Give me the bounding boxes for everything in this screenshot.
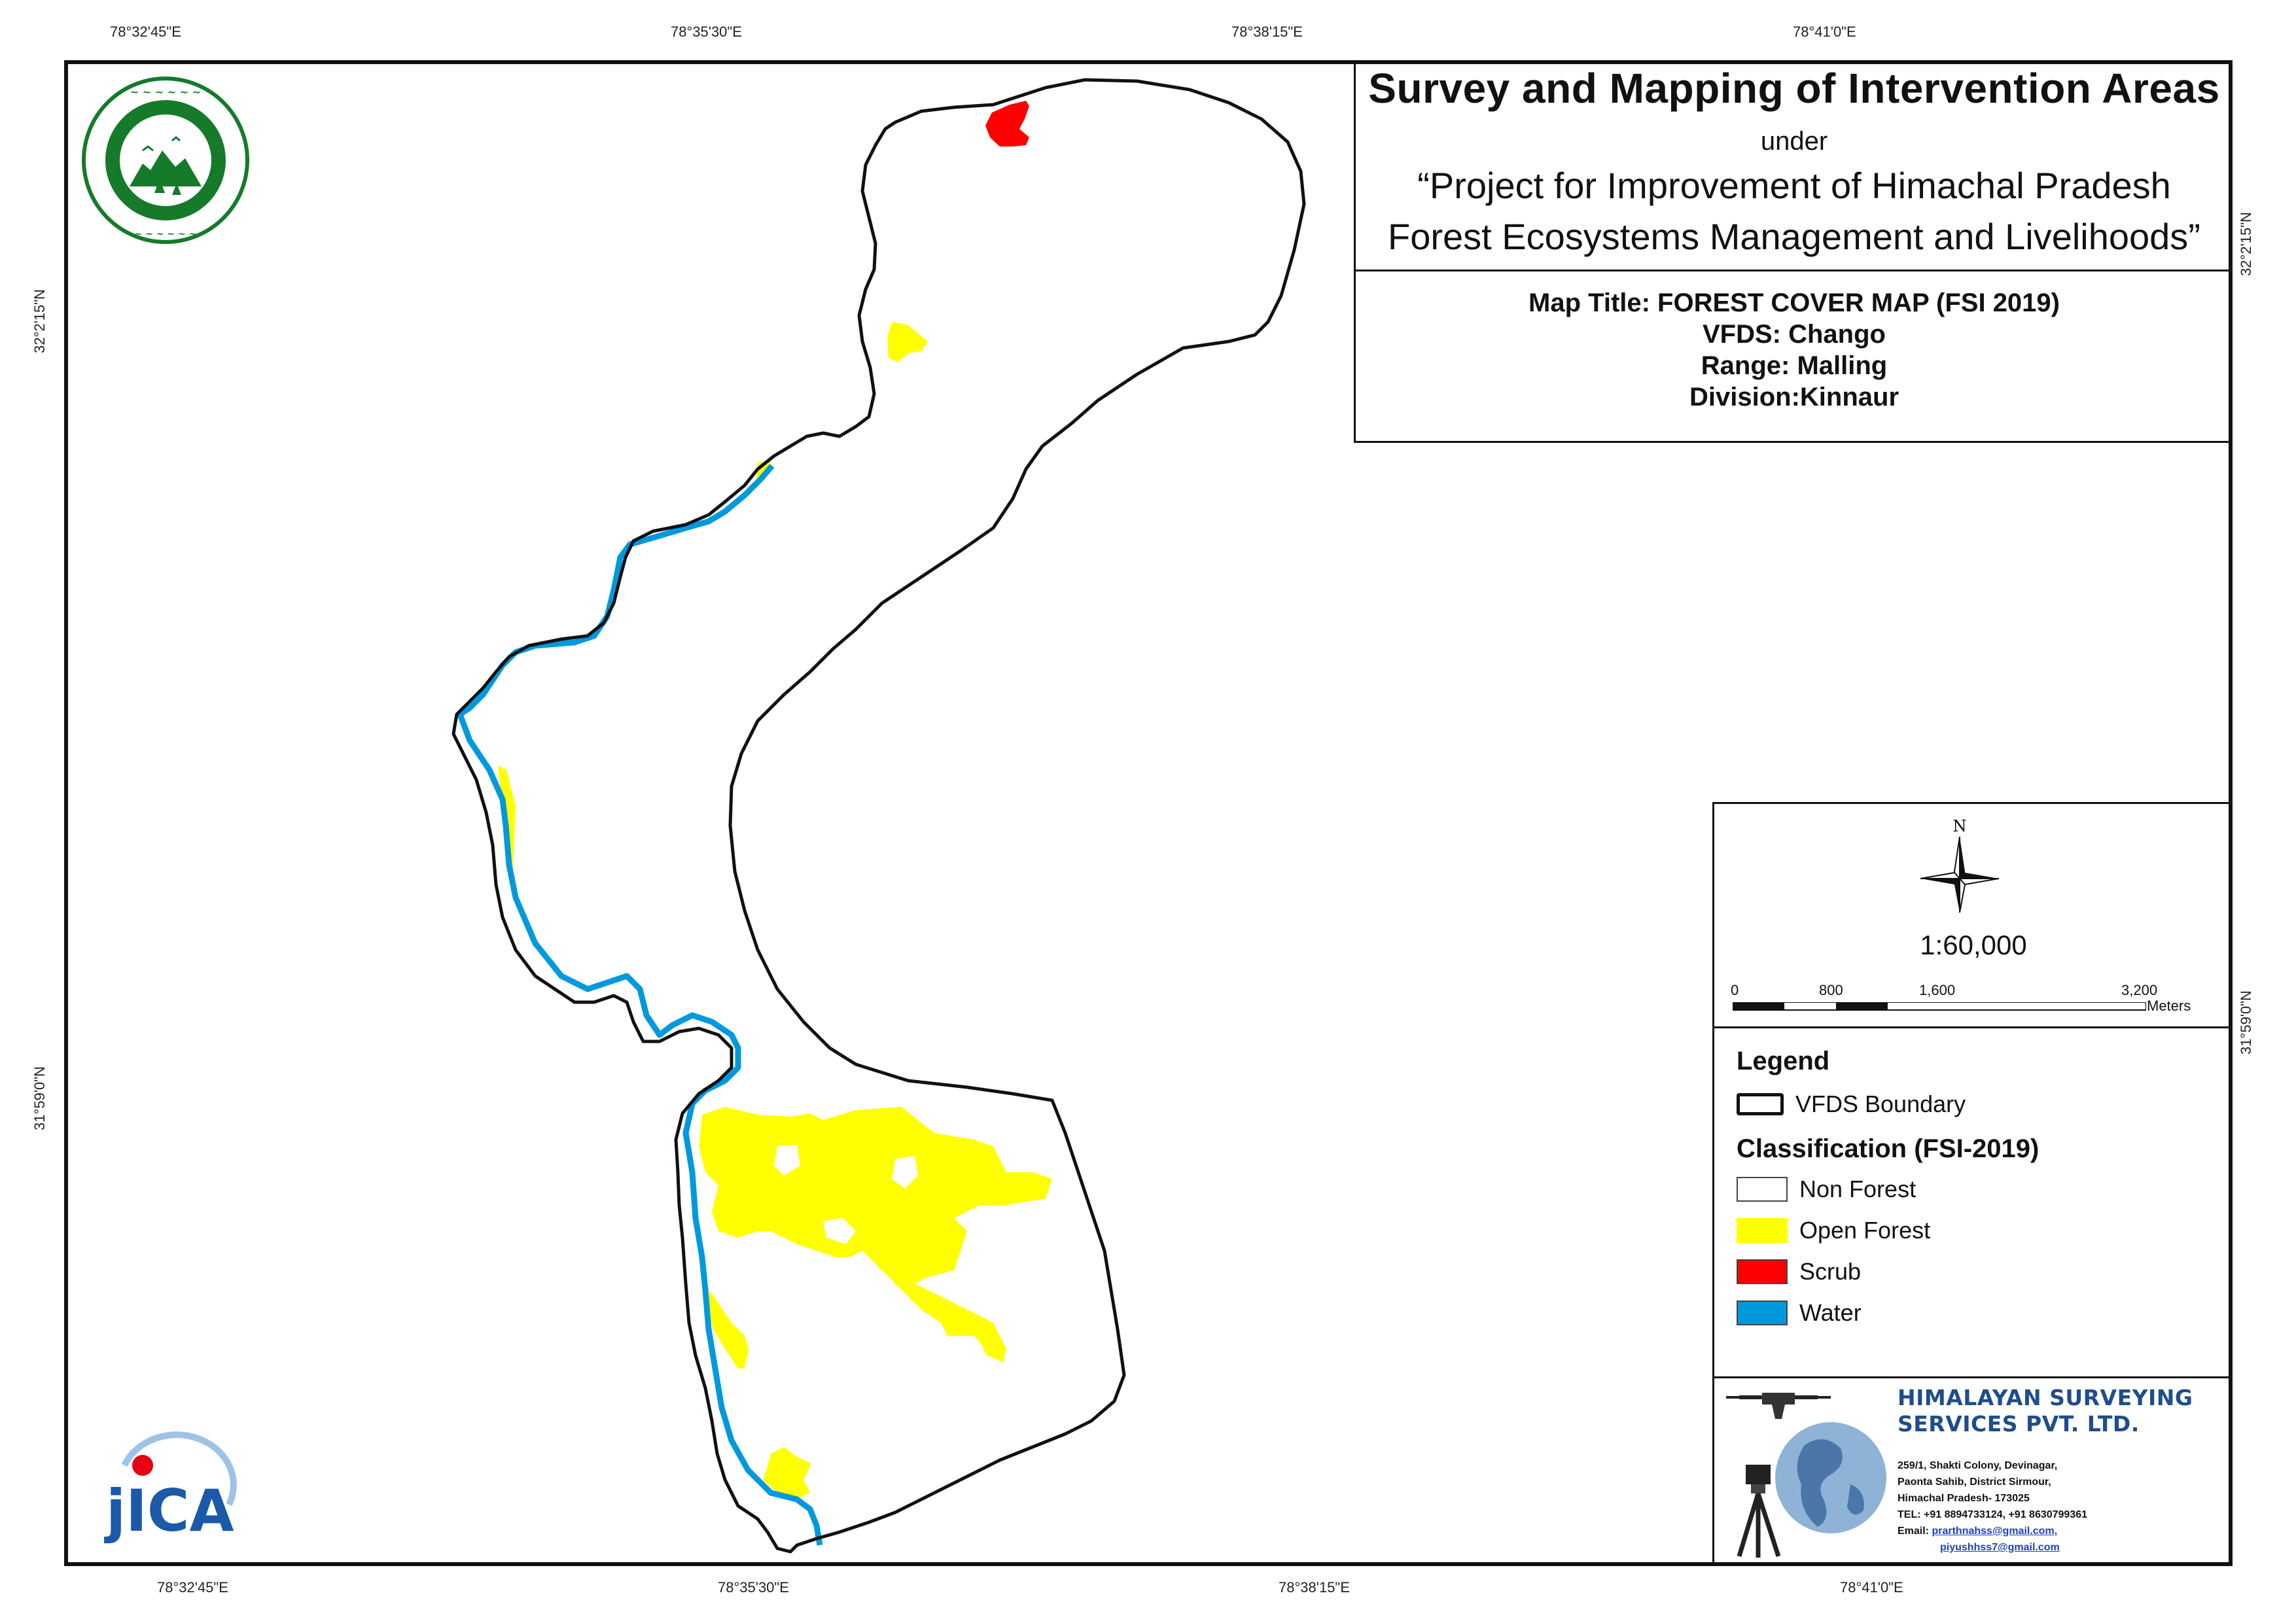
company-email-row: Email: prarthnahss@gmail.com, [1898, 1526, 2057, 1537]
classification-heading: Classification (FSI-2019) [1737, 1134, 2040, 1163]
grid-label-bottom-1: 78°32'45"E [157, 1579, 228, 1596]
scale-label-3200: 3,200 [2121, 982, 2158, 998]
scrub-swatch [1737, 1259, 1788, 1284]
company-address-1: 259/1, Shakti Colony, Devinagar, [1898, 1460, 2058, 1471]
legend-panel: N 1:60,000 0 800 1,600 3,200 Meters Lege… [1712, 802, 2233, 1566]
open-forest-patch-south-1 [708, 1290, 749, 1369]
company-name-line-2: SERVICES PVT. LTD. [1898, 1411, 2140, 1437]
company-address-2: Paonta Sahib, District Sirmour, [1898, 1476, 2051, 1488]
boundary-swatch [1737, 1093, 1784, 1115]
open-forest-patch-main [699, 1107, 1052, 1362]
open-forest-swatch [1737, 1218, 1788, 1243]
map-info-block: Map Title: FOREST COVER MAP (FSI 2019) V… [1354, 271, 2233, 443]
non-forest-clearings [774, 1145, 918, 1244]
open-forest-patch-south-2 [763, 1447, 811, 1499]
grid-label-right-2: 31°59'0"N [2237, 990, 2254, 1055]
grid-label-top-1: 78°32'45"E [110, 24, 181, 40]
north-label: N [1953, 817, 1967, 835]
main-title: Survey and Mapping of Intervention Areas [1368, 65, 2220, 112]
map-title: Map Title: FOREST COVER MAP (FSI 2019) [1528, 288, 2060, 317]
legend-item-boundary: VFDS Boundary [1737, 1091, 1966, 1117]
company-block: HIMALAYAN SURVEYING SERVICES PVT. LTD. 2… [1714, 1376, 2233, 1566]
email-link-1[interactable]: prarthnahss@gmail.com, [1932, 1526, 2058, 1537]
scale-bar [1733, 1002, 2146, 1011]
jica-logo: jICA [104, 1431, 237, 1544]
water-swatch [1737, 1300, 1788, 1325]
grid-label-top-3: 78°38'15"E [1231, 24, 1303, 40]
grid-label-right-1: 32°2'15"N [2237, 212, 2254, 276]
email-link-2[interactable]: piyushhss7@gmail.com [1940, 1542, 2060, 1553]
scale-ratio: 1:60,000 [1920, 930, 2027, 960]
company-address-3: Himachal Pradesh- 173025 [1898, 1493, 2030, 1504]
svg-text:jICA: jICA [104, 1477, 234, 1544]
scale-unit: Meters [2147, 998, 2191, 1014]
grid-label-left-1: 32°2'15"N [31, 289, 48, 353]
legend-item-scrub: Scrub [1737, 1258, 1862, 1285]
grid-label-left-2: 31°59'0"N [31, 1066, 48, 1130]
svg-text:~ ~ ~ ~ ~ ~: ~ ~ ~ ~ ~ ~ [130, 86, 201, 98]
company-telephone: TEL: +91 8894733124, +91 8630799361 [1898, 1509, 2088, 1520]
surveyor-logo-icon [1726, 1393, 1886, 1558]
vfds-name: VFDS: Chango [1703, 320, 1886, 349]
legend-item-non-forest: Non Forest [1737, 1176, 1916, 1202]
project-title-line-1: “Project for Improvement of Himachal Pra… [1417, 165, 2171, 206]
legend-label-boundary: VFDS Boundary [1795, 1091, 1966, 1117]
river-water [457, 464, 823, 1546]
north-arrow-icon: N [1920, 817, 2000, 913]
company-name-line-1: HIMALAYAN SURVEYING [1898, 1385, 2193, 1410]
legend-item-open-forest: Open Forest [1737, 1217, 1930, 1244]
grid-label-bottom-2: 78°35'30"E [718, 1579, 789, 1596]
scale-label-1600: 1,600 [1919, 982, 1956, 998]
legend-label-non-forest: Non Forest [1799, 1176, 1916, 1202]
scale-label-800: 800 [1819, 982, 1843, 998]
scrub-patch [985, 101, 1029, 147]
legend-heading: Legend [1737, 1047, 1830, 1075]
project-title-line-2: Forest Ecosystems Management and Livelih… [1388, 216, 2200, 257]
open-forest-patch-north [887, 322, 928, 362]
grid-label-top-2: 78°35'30"E [671, 24, 742, 40]
grid-label-bottom-3: 78°38'15"E [1279, 1579, 1350, 1596]
grid-label-bottom-4: 78°41'0"E [1840, 1579, 1903, 1596]
svg-text:~ ~ ~ ~ ~ ~: ~ ~ ~ ~ ~ ~ [135, 229, 197, 239]
legend-label-water: Water [1799, 1299, 1862, 1326]
grid-label-top-4: 78°41'0"E [1793, 24, 1856, 40]
email-label: Email: [1898, 1526, 1930, 1537]
open-forest-patches [498, 322, 1052, 1499]
scale-label-0: 0 [1731, 982, 1739, 998]
division-name: Division:Kinnaur [1689, 383, 1899, 411]
range-name: Range: Malling [1701, 351, 1888, 380]
non-forest-swatch [1737, 1177, 1788, 1202]
title-under: under [1760, 127, 1828, 156]
vfds-boundary [451, 78, 1306, 1554]
company-email-row-2: piyushhss7@gmail.com [1940, 1542, 2060, 1554]
forest-dept-logo: ~ ~ ~ ~ ~ ~ ~ ~ ~ ~ ~ ~ [82, 77, 249, 244]
legend-label-open-forest: Open Forest [1799, 1217, 1931, 1244]
legend-item-water: Water [1737, 1299, 1862, 1326]
map-frame [64, 60, 2233, 1566]
north-scale-box: N 1:60,000 0 800 1,600 3,200 Meters [1714, 802, 2233, 1028]
legend-label-scrub: Scrub [1799, 1258, 1862, 1285]
title-block: Survey and Mapping of Intervention Areas… [1354, 60, 2233, 271]
map-area [451, 78, 1306, 1554]
